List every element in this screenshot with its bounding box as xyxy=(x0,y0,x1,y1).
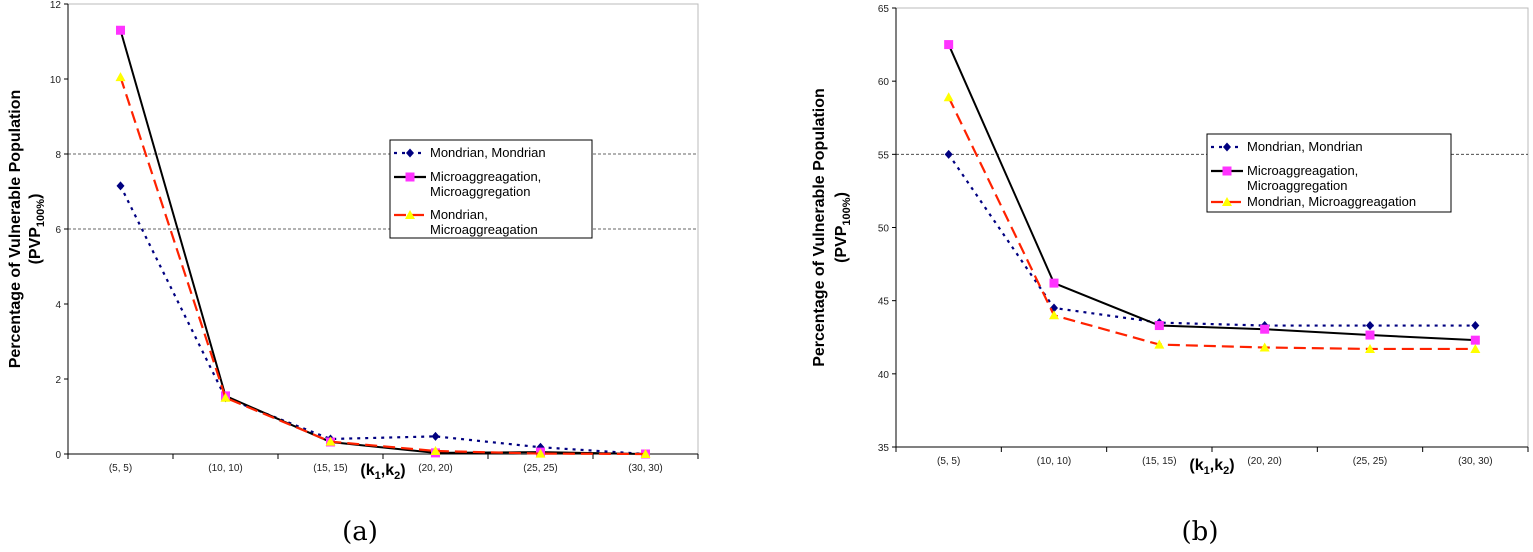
triangle-marker xyxy=(943,92,954,102)
triangle-marker xyxy=(325,436,336,446)
square-marker xyxy=(1260,324,1270,334)
series-line xyxy=(119,185,646,456)
series-2 xyxy=(943,92,1481,353)
chart-b: 35 40 45 50 55 60 65 (5, 5) (10, 10) (15, 15) (20,… xyxy=(811,4,1529,547)
legend-label: Microaggregation xyxy=(430,184,530,199)
x-tick-label: (15, 15) xyxy=(313,463,347,474)
triangle-marker xyxy=(1049,310,1059,320)
y-tick-label: 60 xyxy=(878,77,890,88)
series-2 xyxy=(115,72,651,458)
legend-label: Microaggreagation xyxy=(430,222,538,237)
triangle-marker xyxy=(115,72,126,82)
square-marker xyxy=(405,172,415,182)
triangle-marker xyxy=(405,210,415,219)
legend-box xyxy=(389,139,593,239)
series-line xyxy=(119,76,646,456)
subfigure-caption: (b) xyxy=(1182,517,1219,547)
legend-label: Microaggregation xyxy=(1247,178,1347,193)
x-tick-label: (20, 20) xyxy=(418,463,452,474)
legend-label: Mondrian, Microaggreagation xyxy=(1247,194,1416,209)
square-marker xyxy=(1365,330,1375,340)
x-tick-label: (5, 5) xyxy=(937,456,960,467)
square-marker xyxy=(1470,335,1480,345)
y-axis-label: Percentage of Vulnerable Population xyxy=(811,88,828,367)
plot-area xyxy=(895,7,1529,448)
y-tick-label: 2 xyxy=(55,375,61,386)
series-line xyxy=(947,44,1476,342)
series-1 xyxy=(944,40,1480,345)
series-1 xyxy=(116,25,650,459)
y-tick-label: 4 xyxy=(55,300,61,311)
x-tick-label: (5, 5) xyxy=(109,463,132,474)
x-tick-label: (30, 30) xyxy=(1458,456,1492,467)
legend: Mondrian, Mondrian Microaggreagation,Micr… xyxy=(1206,133,1452,213)
x-tick-label: (30, 30) xyxy=(628,463,662,474)
y-tick-label: 55 xyxy=(878,150,890,161)
square-marker xyxy=(1049,278,1059,288)
x-tick-label: (15, 15) xyxy=(1142,456,1176,467)
y-tick-label: 45 xyxy=(878,297,890,308)
y-tick-label: 12 xyxy=(50,0,62,11)
diamond-marker xyxy=(431,431,440,441)
square-marker xyxy=(944,40,954,50)
x-tick-label: (20, 20) xyxy=(1247,456,1281,467)
diamond-marker xyxy=(116,181,125,191)
x-tick-label: (10, 10) xyxy=(1037,456,1071,467)
diamond-marker xyxy=(1366,321,1374,331)
y-tick-label: 8 xyxy=(55,150,61,161)
legend-label: Mondrian, Mondrian xyxy=(1247,139,1363,154)
triangle-marker xyxy=(220,392,231,402)
subfigure-caption: (a) xyxy=(342,517,378,547)
y-axis-label-unit: (PVP100%) xyxy=(833,192,853,263)
triangle-marker xyxy=(1470,343,1481,353)
square-marker xyxy=(1222,166,1232,176)
y-tick-label: 35 xyxy=(878,443,890,454)
chart-a: 0 2 4 6 8 10 12 (5, 5) (10, 10) (15, 15) (20, 20) (… xyxy=(7,0,699,547)
triangle-marker xyxy=(640,449,651,458)
triangle-marker xyxy=(1365,343,1375,353)
y-tick-label: 40 xyxy=(878,370,890,381)
diamond-marker xyxy=(1223,142,1231,152)
series-line xyxy=(947,153,1476,327)
x-tick-label: (10, 10) xyxy=(208,463,242,474)
legend-box xyxy=(1206,133,1452,213)
square-marker xyxy=(116,25,125,35)
triangle-marker xyxy=(430,446,441,455)
x-axis-label: (k1,k2) xyxy=(360,462,405,482)
y-axis-label-unit: (PVP100%) xyxy=(27,194,47,265)
diamond-marker xyxy=(406,148,414,158)
y-axis-label: Percentage of Vulnerable Population xyxy=(7,90,24,369)
triangle-marker xyxy=(1154,339,1165,349)
series-line xyxy=(947,96,1476,351)
y-tick-label: 65 xyxy=(878,4,890,15)
x-tick-label: (25, 25) xyxy=(523,463,557,474)
legend-label: Microaggreagation, xyxy=(1247,163,1358,178)
x-axis-label: (k1,k2) xyxy=(1189,457,1234,477)
square-marker xyxy=(1154,321,1164,331)
legend-label: Mondrian, xyxy=(430,207,488,222)
y-tick-label: 6 xyxy=(55,225,61,236)
legend-label: Microaggreagation, xyxy=(430,169,541,184)
diamond-marker xyxy=(944,149,953,159)
y-tick-label: 10 xyxy=(50,75,62,86)
legend: Mondrian, MondrianMicroaggreagation,Micr… xyxy=(389,139,593,239)
diamond-marker xyxy=(1471,321,1480,331)
x-tick-label: (25, 25) xyxy=(1353,456,1387,467)
triangle-marker xyxy=(1222,197,1232,206)
legend-label: Mondrian, Mondrian xyxy=(430,145,546,160)
triangle-marker xyxy=(1259,342,1270,352)
triangle-marker xyxy=(535,448,546,458)
y-tick-label: 50 xyxy=(878,224,890,235)
series-line xyxy=(119,29,646,455)
y-tick-label: 0 xyxy=(55,450,61,461)
